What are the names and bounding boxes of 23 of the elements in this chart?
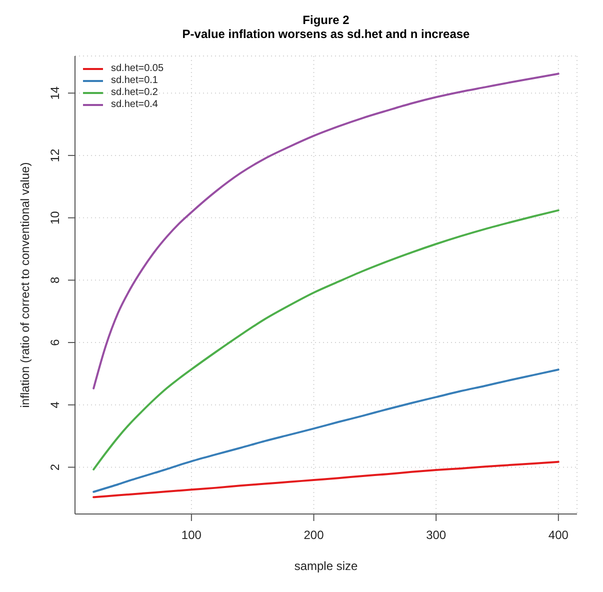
x-tick-label: 400 xyxy=(548,528,569,542)
line-series xyxy=(92,368,560,493)
line-series xyxy=(92,72,560,390)
chart-title: Figure 2 xyxy=(302,13,350,27)
legend-label: sd.het=0.05 xyxy=(111,63,164,75)
line-series xyxy=(92,460,560,498)
y-tick-label: 14 xyxy=(48,86,62,100)
legend-label: sd.het=0.2 xyxy=(111,87,158,99)
y-tick-label: 10 xyxy=(48,210,62,224)
y-tick-label: 12 xyxy=(48,148,62,162)
y-axis-title: inflation (ratio of correct to conventional value) xyxy=(18,162,32,408)
y-tick-label: 8 xyxy=(48,276,62,284)
x-tick-label: 300 xyxy=(426,528,446,542)
legend-label: sd.het=0.4 xyxy=(111,99,158,111)
y-tick-label: 2 xyxy=(48,464,62,471)
line-series xyxy=(92,209,560,470)
y-tick-label: 6 xyxy=(48,338,62,346)
x-tick-label: 200 xyxy=(304,528,324,542)
chart-subtitle: P-value inflation worsens as sd.het and n increase xyxy=(182,27,470,41)
x-tick-label: 100 xyxy=(181,528,202,542)
x-axis-title: sample size xyxy=(294,559,358,573)
legend-label: sd.het=0.1 xyxy=(111,75,158,87)
y-tick-label: 4 xyxy=(48,401,62,408)
